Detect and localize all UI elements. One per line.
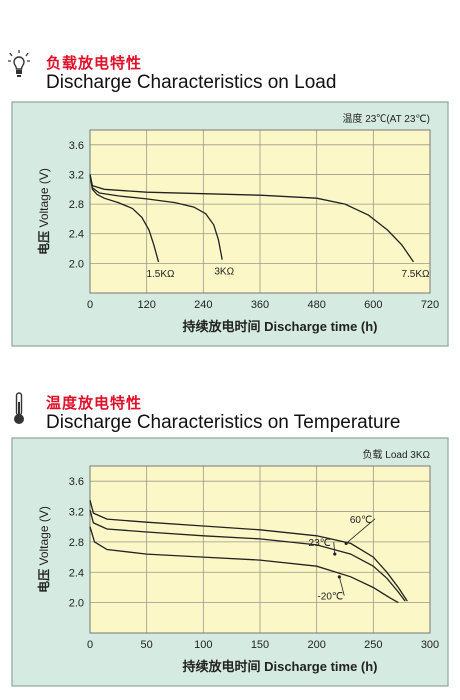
- y-axis-label-en: Voltage (V): [37, 506, 51, 565]
- section-temperature: 温度放电特性 Discharge Characteristics on Temp…: [0, 350, 460, 700]
- chart-note: 负载 Load 3KΩ: [362, 448, 430, 461]
- x-axis-label-en: Discharge time (h): [264, 319, 377, 334]
- y-tick-label: 3.6: [69, 140, 84, 152]
- section-load: 负载放电特性 Discharge Characteristics on Load…: [8, 50, 449, 347]
- y-tick-label: 2.4: [69, 567, 84, 579]
- series-label: 60℃: [350, 515, 372, 526]
- chart-note: 温度 23℃(AT 23℃): [342, 112, 430, 125]
- x-tick-label: 50: [141, 639, 153, 651]
- x-tick-label: 0: [87, 639, 93, 651]
- x-tick-label: 300: [421, 639, 439, 651]
- section-title-en: Discharge Characteristics on Load: [46, 72, 337, 93]
- y-tick-label: 2.8: [69, 199, 84, 211]
- y-axis-label-en: Voltage (V): [37, 168, 51, 227]
- series-line-0: [89, 500, 408, 602]
- annotation-arrowhead: [333, 552, 337, 556]
- y-tick-label: 3.2: [69, 169, 84, 181]
- y-axis-label: 电压 Voltage (V): [36, 168, 51, 255]
- x-tick-label: 240: [194, 299, 212, 311]
- x-tick-label: 360: [251, 299, 269, 311]
- y-tick-label: 2.0: [69, 258, 84, 270]
- section-title-cn: 温度放电特性: [46, 394, 143, 412]
- series-line-2: [89, 526, 399, 604]
- series-line-0: [89, 174, 160, 263]
- annotation-arrow: [333, 541, 336, 555]
- section-title-cn: 负载放电特性: [46, 54, 143, 72]
- chart-discharge-load: 0 120 240 360 480 600 720 2.0 2.4 2.8 3.2 3.6 温度 23℃…: [11, 101, 449, 347]
- x-axis-label: 持续放电时间 Discharge time (h): [182, 659, 377, 674]
- y-tick-label: 3.6: [69, 476, 84, 488]
- x-tick-label: 600: [364, 299, 382, 311]
- chart-discharge-temperature: 0 50 100 150 200 250 300 2.0 2.4 2.8 3.2 3.6 负载 Load…: [11, 437, 449, 687]
- series-label: 7.5KΩ: [401, 269, 430, 280]
- series-label: 3KΩ: [214, 267, 234, 278]
- x-axis-label-cn: 持续放电时间: [182, 319, 264, 334]
- series-line-1: [89, 509, 406, 602]
- section-title-en: Discharge Characteristics on Temperature: [46, 412, 401, 433]
- x-tick-label: 100: [194, 639, 212, 651]
- y-axis-label-cn: 电压: [36, 566, 51, 593]
- series-label: 23℃: [309, 538, 331, 549]
- x-tick-label: 150: [251, 639, 269, 651]
- series-label: -20℃: [317, 592, 343, 603]
- y-tick-label: 2.0: [69, 598, 84, 610]
- series-line-2: [89, 174, 415, 263]
- y-tick-label: 2.8: [69, 537, 84, 549]
- lightbulb-icon: [8, 50, 30, 77]
- x-axis-label-cn: 持续放电时间: [182, 659, 264, 674]
- annotation-arrow: [338, 576, 345, 596]
- plot-frame: [89, 465, 431, 634]
- annotation-arrowhead: [337, 575, 341, 579]
- series-line-1: [89, 174, 223, 260]
- y-tick-label: 2.4: [69, 229, 84, 241]
- series-label: 1.5KΩ: [146, 269, 175, 280]
- x-tick-label: 0: [87, 299, 93, 311]
- x-axis-label: 持续放电时间 Discharge time (h): [182, 319, 377, 334]
- y-axis-label-cn: 电压: [36, 228, 51, 255]
- x-tick-label: 720: [421, 299, 439, 311]
- annotation-arrowhead: [344, 541, 348, 546]
- y-tick-label: 3.2: [69, 507, 84, 519]
- y-axis-label: 电压 Voltage (V): [36, 506, 51, 593]
- x-tick-label: 200: [307, 639, 325, 651]
- plot-frame: [89, 129, 431, 294]
- x-tick-label: 120: [137, 299, 155, 311]
- annotation-arrow: [345, 518, 376, 544]
- x-tick-label: 250: [364, 639, 382, 651]
- x-axis-label-en: Discharge time (h): [264, 659, 377, 674]
- thermometer-icon: [14, 392, 24, 424]
- x-tick-label: 480: [307, 299, 325, 311]
